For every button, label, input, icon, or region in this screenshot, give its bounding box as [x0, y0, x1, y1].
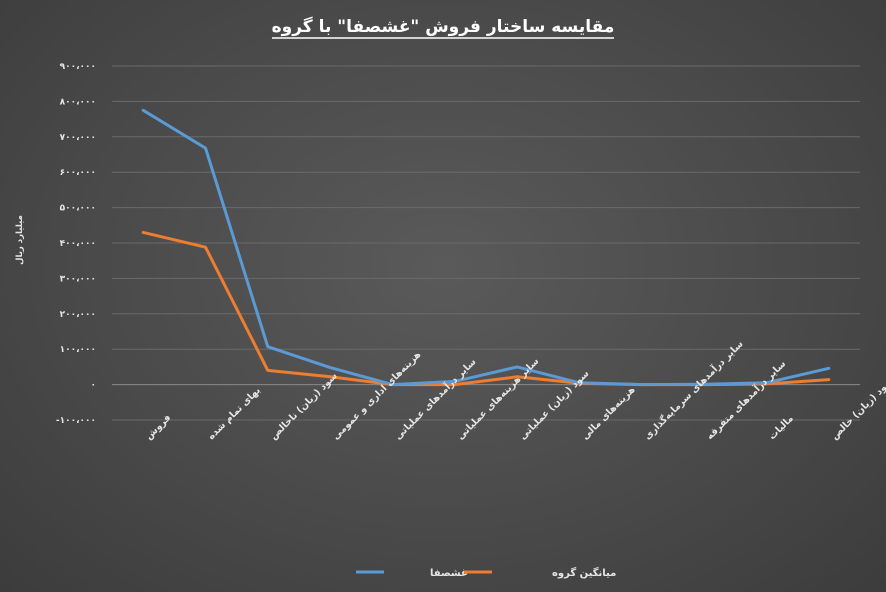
- y-tick-label: ۹۰۰،۰۰۰: [60, 62, 96, 72]
- x-category-label: سایر درآمدهای سرمایه‌گذاری: [641, 337, 746, 442]
- x-category-label: سود (زیان) خالص: [829, 376, 886, 443]
- y-tick-label: ۴۰۰،۰۰۰: [60, 239, 96, 249]
- gridlines: [112, 65, 860, 421]
- x-axis-category-labels: فروش بهای تمام شده سود (زیان) ناخالص هزینه‌…: [144, 337, 886, 442]
- legend-label: میانگین گروه: [552, 566, 616, 579]
- y-tick-label: ۱۰۰،۰۰۰: [60, 345, 96, 355]
- x-category-label: مالیات: [767, 413, 796, 442]
- x-category-label: سود (زیان) ناخالص: [268, 371, 340, 443]
- y-tick-label: ۰: [91, 381, 97, 391]
- x-category-label: فروش: [144, 412, 174, 442]
- legend-label: غشصفا: [430, 568, 468, 579]
- y-tick-label: -۱۰۰،۰۰۰: [56, 416, 96, 426]
- chart-title: مقایسه ساختار فروش "غشصفا" با گروه: [272, 16, 615, 37]
- y-tick-label: ۵۰۰،۰۰۰: [60, 204, 96, 214]
- x-category-label: بهای تمام شده: [206, 385, 263, 442]
- y-tick-label: ۷۰۰،۰۰۰: [60, 133, 96, 143]
- y-tick-label: ۲۰۰،۰۰۰: [60, 310, 96, 320]
- y-tick-label: ۳۰۰،۰۰۰: [60, 274, 96, 284]
- y-tick-label: ۶۰۰،۰۰۰: [60, 168, 96, 178]
- legend: غشصفا میانگین گروه: [356, 566, 616, 579]
- series-lines: [141, 108, 831, 387]
- series-line-0: [141, 108, 831, 387]
- x-category-label: هزینه‌های مالی: [580, 384, 638, 442]
- y-axis-ticks: -۱۰۰،۰۰۰ ۰ ۱۰۰،۰۰۰ ۲۰۰،۰۰۰ ۳۰۰،۰۰۰ ۴۰۰،۰۰۰ ۵۰۰…: [56, 62, 96, 426]
- y-axis-label: میلیارد ریال: [15, 215, 25, 265]
- y-tick-label: ۸۰۰،۰۰۰: [60, 97, 96, 107]
